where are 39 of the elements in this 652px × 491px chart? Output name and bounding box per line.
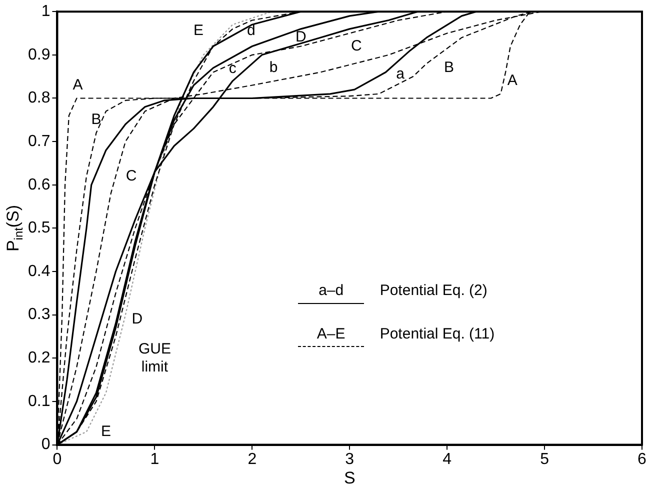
y-tick-label: 0.8 [28,90,50,107]
x-tick-label: 6 [638,450,647,468]
x-axis-title: S [344,468,356,488]
x-tick-label: 4 [442,450,452,468]
y-tick-label: 0.2 [28,350,50,367]
y-tick-label: 0.7 [28,132,50,150]
annotation: B [91,111,102,128]
annotation: d [247,22,256,40]
annotation: c [228,60,237,77]
y-tick-label: 0.4 [28,262,50,280]
y-tick-label: 0.5 [28,220,50,237]
x-tick-label: 2 [248,450,257,468]
y-tick-label: 0 [41,436,50,454]
x-tick-label: 5 [540,450,550,468]
annotation: Potential Eq. (2) [380,282,488,300]
annotation: a [396,66,406,83]
annotation: b [269,59,278,76]
annotation: A [507,72,518,90]
annotation: A–E [316,325,346,342]
y-tick-label: 0.1 [28,392,50,410]
annotation: E [100,422,111,440]
annotation: D [295,28,306,46]
y-tick-label: 0.6 [28,176,50,194]
annotation: GUE limit [138,340,171,376]
annotation: C [126,167,137,184]
y-axis-title: Pint(S) [4,204,26,252]
y-tick-label: 1 [41,3,50,20]
annotation: B [444,59,454,76]
annotation: D [132,310,143,328]
y-tick-label: 0.3 [28,306,50,324]
x-tick-label: 1 [150,450,160,468]
x-tick-label: 0 [52,450,62,468]
annotation: A [72,76,83,94]
x-tick-label: 3 [345,450,354,468]
annotation: E [194,22,204,40]
y-tick-label: 0.9 [28,46,50,64]
annotation: C [351,37,362,54]
annotation: a–d [318,282,344,300]
annotation: Potential Eq. (11) [380,325,495,342]
